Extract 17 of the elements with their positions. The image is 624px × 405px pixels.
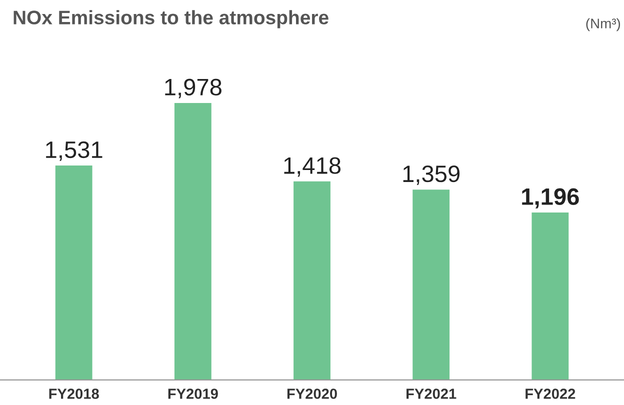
x-tick-label: FY2018 bbox=[49, 388, 99, 399]
text: (Nm³) bbox=[586, 18, 620, 32]
bar bbox=[412, 190, 450, 380]
bar bbox=[174, 102, 212, 380]
x-tick-label: FY2022 bbox=[526, 388, 576, 399]
bar bbox=[55, 166, 92, 380]
x-tick-label: FY2020 bbox=[287, 388, 337, 399]
x-tick-label: FY2021 bbox=[406, 388, 456, 399]
bar bbox=[532, 212, 569, 380]
data-label: 1,359 bbox=[403, 165, 460, 185]
data-label: 1,418 bbox=[284, 157, 341, 177]
data-label: 1,531 bbox=[46, 141, 102, 161]
chart-title: NOx Emissions to the atmosphere bbox=[14, 10, 328, 28]
data-label: 1,978 bbox=[165, 78, 222, 98]
bar bbox=[294, 181, 330, 380]
data-label: 1,196 bbox=[522, 188, 579, 208]
x-tick-label: FY2019 bbox=[168, 388, 218, 399]
